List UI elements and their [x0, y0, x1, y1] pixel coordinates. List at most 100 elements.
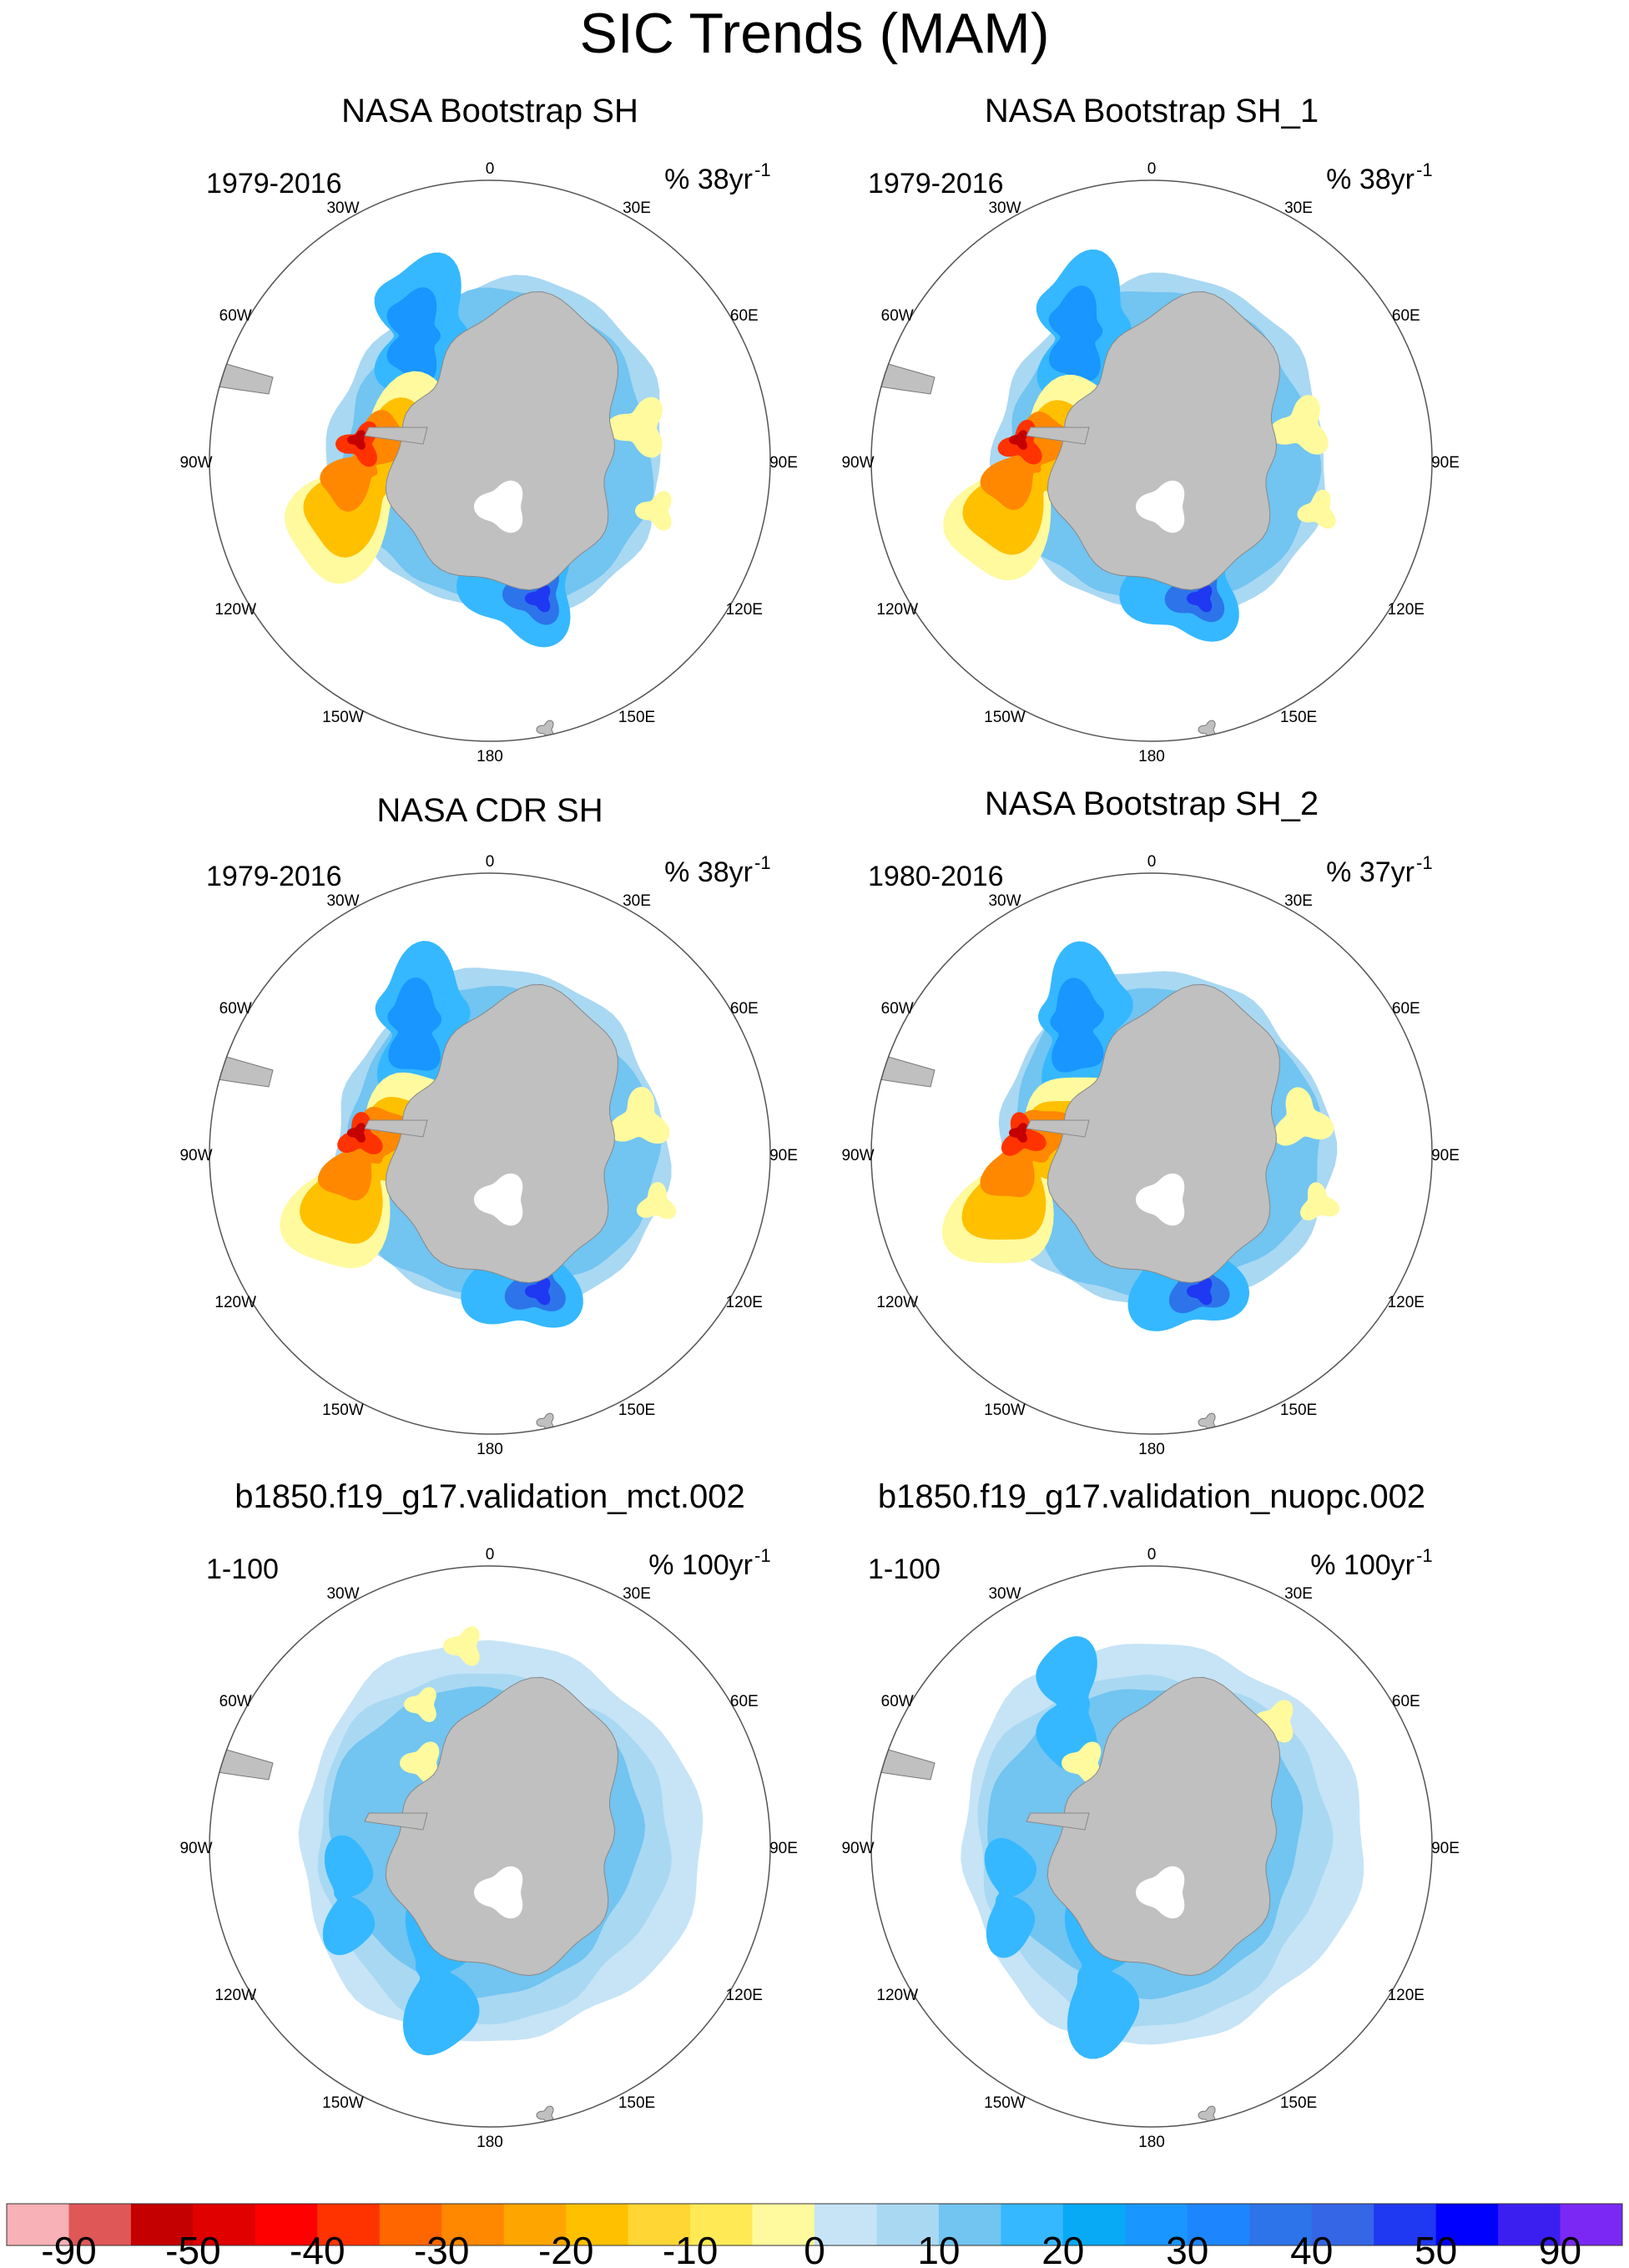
- longitude-label: 0: [1147, 853, 1157, 871]
- map-field: [873, 249, 1336, 740]
- trend-contour: [1048, 285, 1103, 381]
- longitude-label: 150W: [984, 1402, 1026, 1419]
- longitude-label: 90E: [769, 1147, 798, 1164]
- longitude-label: 90E: [1431, 454, 1460, 472]
- trend-contour: [636, 1182, 677, 1220]
- panel-units-exponent: -1: [1416, 852, 1433, 873]
- antarctica-landmass: [385, 290, 618, 591]
- trend-contour: [635, 491, 672, 531]
- ice-shelf: [474, 480, 523, 533]
- ice-shelf: [1136, 480, 1185, 533]
- colorbar-swatch: [628, 2204, 691, 2245]
- south-america-landmass: [211, 1053, 274, 1088]
- longitude-label: 0: [1147, 160, 1157, 178]
- colorbar-tick-label: -20: [538, 2229, 593, 2268]
- longitude-label: 120W: [214, 601, 256, 619]
- longitude-label: 90W: [841, 454, 874, 472]
- colorbar-swatch: [317, 2204, 381, 2245]
- longitude-label: 30E: [1284, 1585, 1313, 1603]
- map-boundary: [209, 179, 771, 742]
- longitude-label: 150E: [618, 2094, 655, 2112]
- longitude-label: 180: [477, 748, 503, 765]
- longitude-label: 120W: [876, 1294, 918, 1311]
- antarctic-peninsula: [364, 1119, 428, 1138]
- panel-title: b1850.f19_g17.validation_mct.002: [235, 1478, 745, 1515]
- longitude-label: 0: [1147, 1546, 1157, 1563]
- longitude-label: 30E: [623, 892, 651, 910]
- longitude-label: 60W: [219, 1693, 252, 1710]
- longitude-label: 90W: [179, 1840, 212, 1857]
- colorbar-tick-label: -50: [165, 2229, 220, 2268]
- colorbar-swatch: [379, 2204, 442, 2245]
- figure-title: SIC Trends (MAM): [579, 2, 1050, 65]
- map-panel: b1850.f19_g17.validation_nuopc.002 1-100%…: [841, 1478, 1459, 2151]
- longitude-label: 180: [477, 1441, 503, 1458]
- panel-period: 1980-2016: [868, 861, 1004, 892]
- longitude-label: 60W: [881, 1000, 914, 1018]
- panel-units: % 38yr: [1326, 164, 1415, 195]
- trend-contour: [1036, 1636, 1097, 1773]
- colorbar-swatch: [752, 2204, 815, 2245]
- colorbar-tick-label: 40: [1290, 2229, 1333, 2268]
- longitude-label: 30W: [326, 1585, 359, 1603]
- panel-units: % 37yr: [1326, 856, 1415, 888]
- trend-contour: [1187, 1277, 1213, 1306]
- longitude-label: 90W: [179, 1147, 212, 1164]
- colorbar-swatch: [1311, 2204, 1374, 2245]
- trend-contour: [386, 287, 441, 384]
- map-boundary: [209, 1565, 771, 2128]
- south-america-landmass: [211, 1745, 274, 1781]
- colorbar-swatch: [690, 2204, 754, 2245]
- map-boundary: [870, 179, 1433, 742]
- longitude-label: 180: [1138, 2134, 1165, 2151]
- longitude-label: 30E: [623, 1585, 651, 1603]
- panel-title: b1850.f19_g17.validation_nuopc.002: [878, 1478, 1425, 1515]
- panel-units-exponent: -1: [754, 1545, 771, 1566]
- map-boundary: [870, 872, 1433, 1435]
- south-america-landmass: [873, 1053, 936, 1088]
- longitude-label: 90W: [841, 1840, 874, 1857]
- longitude-label: 150W: [984, 709, 1026, 726]
- longitude-label: 60E: [730, 307, 759, 325]
- longitude-label: 30W: [988, 200, 1021, 217]
- panel-units: % 100yr: [1310, 1549, 1415, 1581]
- antarctic-peninsula: [1026, 427, 1090, 445]
- longitude-label: 150E: [1280, 709, 1317, 726]
- panel-title: NASA Bootstrap SH_1: [985, 93, 1319, 129]
- trend-contour: [608, 1087, 670, 1144]
- colorbar-tick-label: 90: [1539, 2229, 1581, 2268]
- trend-contour: [1273, 1087, 1334, 1146]
- panel-units-exponent: -1: [1416, 1545, 1433, 1566]
- panel-period: 1979-2016: [206, 168, 342, 200]
- panel-period: 1-100: [206, 1553, 279, 1585]
- panel-units: % 38yr: [664, 856, 753, 888]
- longitude-label: 120E: [1388, 1294, 1425, 1311]
- longitude-label: 120W: [214, 1987, 256, 2004]
- longitude-label: 180: [1138, 748, 1165, 765]
- antarctic-peninsula: [364, 1812, 428, 1831]
- colorbar-tick-label: -40: [290, 2229, 345, 2268]
- colorbar-swatch: [503, 2204, 567, 2245]
- colorbar-tick-label: -30: [414, 2229, 469, 2268]
- trend-contour: [400, 1741, 440, 1785]
- longitude-label: 120W: [214, 1294, 256, 1311]
- map-panel: b1850.f19_g17.validation_mct.002 1-100 % 1…: [179, 1478, 797, 2151]
- panel-period: 1979-2016: [868, 168, 1004, 200]
- trend-contour: [984, 1837, 1037, 1958]
- trend-contour: [443, 1626, 480, 1666]
- trend-contour: [1009, 430, 1027, 450]
- longitude-label: 90E: [1431, 1147, 1460, 1164]
- colorbar-swatch: [1498, 2204, 1561, 2245]
- colorbar-tick-label: -10: [663, 2229, 718, 2268]
- longitude-label: 30W: [988, 1585, 1021, 1603]
- south-america-landmass: [873, 1745, 936, 1781]
- colorbar-tick-label: 30: [1166, 2229, 1208, 2268]
- panel-period: 1-100: [868, 1553, 941, 1585]
- longitude-label: 60E: [1392, 1693, 1420, 1710]
- colorbar-swatch: [441, 2204, 505, 2245]
- map-field: [211, 1626, 704, 2125]
- trend-contour: [1009, 1123, 1027, 1143]
- longitude-label: 60W: [219, 307, 252, 325]
- colorbar-swatch: [255, 2204, 318, 2245]
